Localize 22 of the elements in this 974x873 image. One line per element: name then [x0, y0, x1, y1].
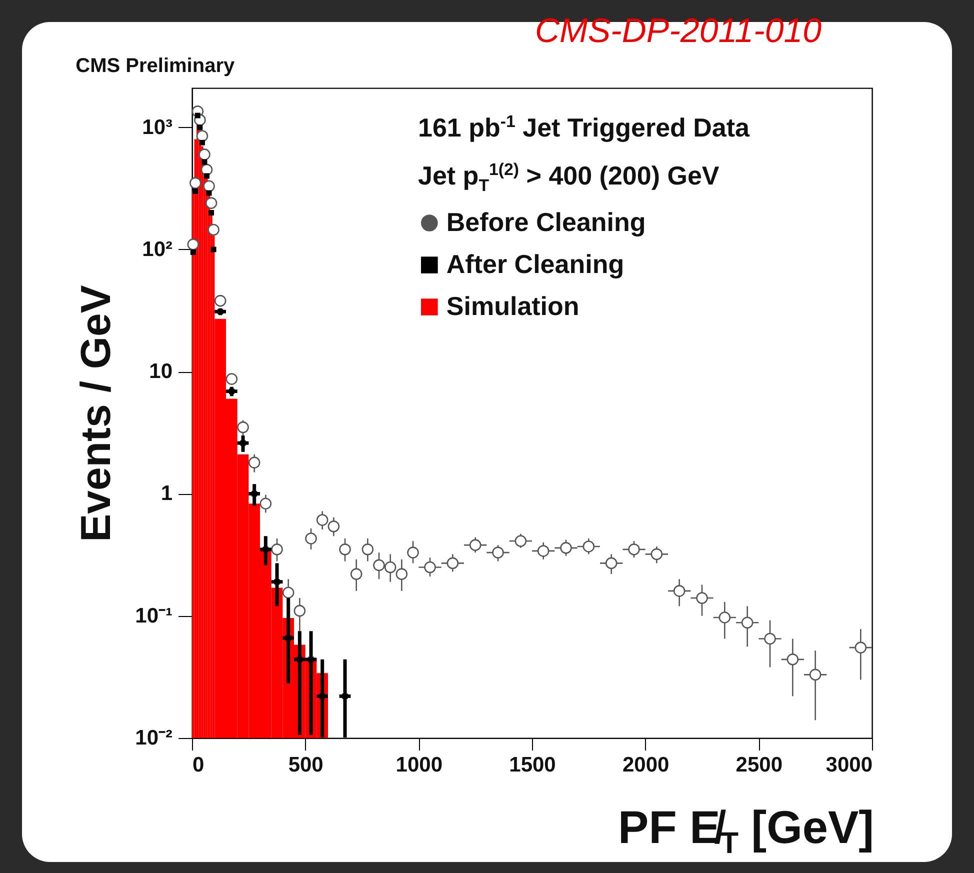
x-tick-label: 2000 [622, 754, 670, 776]
annotation: 161 pb$^{-1}$ Jet Triggered Data [418, 112, 750, 144]
y-axis-title: Events / GeV [72, 285, 120, 542]
annotation: Jet p$_{T}$$^{1(2)}$ > 400 (200) GeV [418, 160, 720, 196]
y-tick-label: 10⁻¹ [135, 604, 172, 628]
x-axis-title: PF E̸$_{T}$ [GeV] [618, 800, 874, 862]
x-tick-label: 2500 [736, 754, 783, 776]
y-tick-label: 10⁻² [135, 726, 172, 750]
text: CMS-DP-2011-010 [535, 12, 822, 51]
legend-label: After Cleaning [446, 249, 624, 279]
x-tick-label: 1000 [396, 754, 443, 776]
x-tick-label: 1500 [509, 754, 556, 776]
y-tick-label: 10³ [142, 116, 172, 139]
x-tick-label: 0 [192, 754, 204, 776]
legend-label: Simulation [446, 291, 580, 321]
legend-label: Before Cleaning [446, 207, 646, 237]
y-tick-label: 1 [160, 482, 173, 506]
x-tick-label: 3000 [826, 754, 872, 776]
y-tick-label: 10² [142, 238, 172, 261]
x-tick-label: 500 [288, 754, 324, 776]
chart-title: CMS Preliminary [76, 55, 236, 77]
y-tick-label: 10 [149, 360, 172, 384]
